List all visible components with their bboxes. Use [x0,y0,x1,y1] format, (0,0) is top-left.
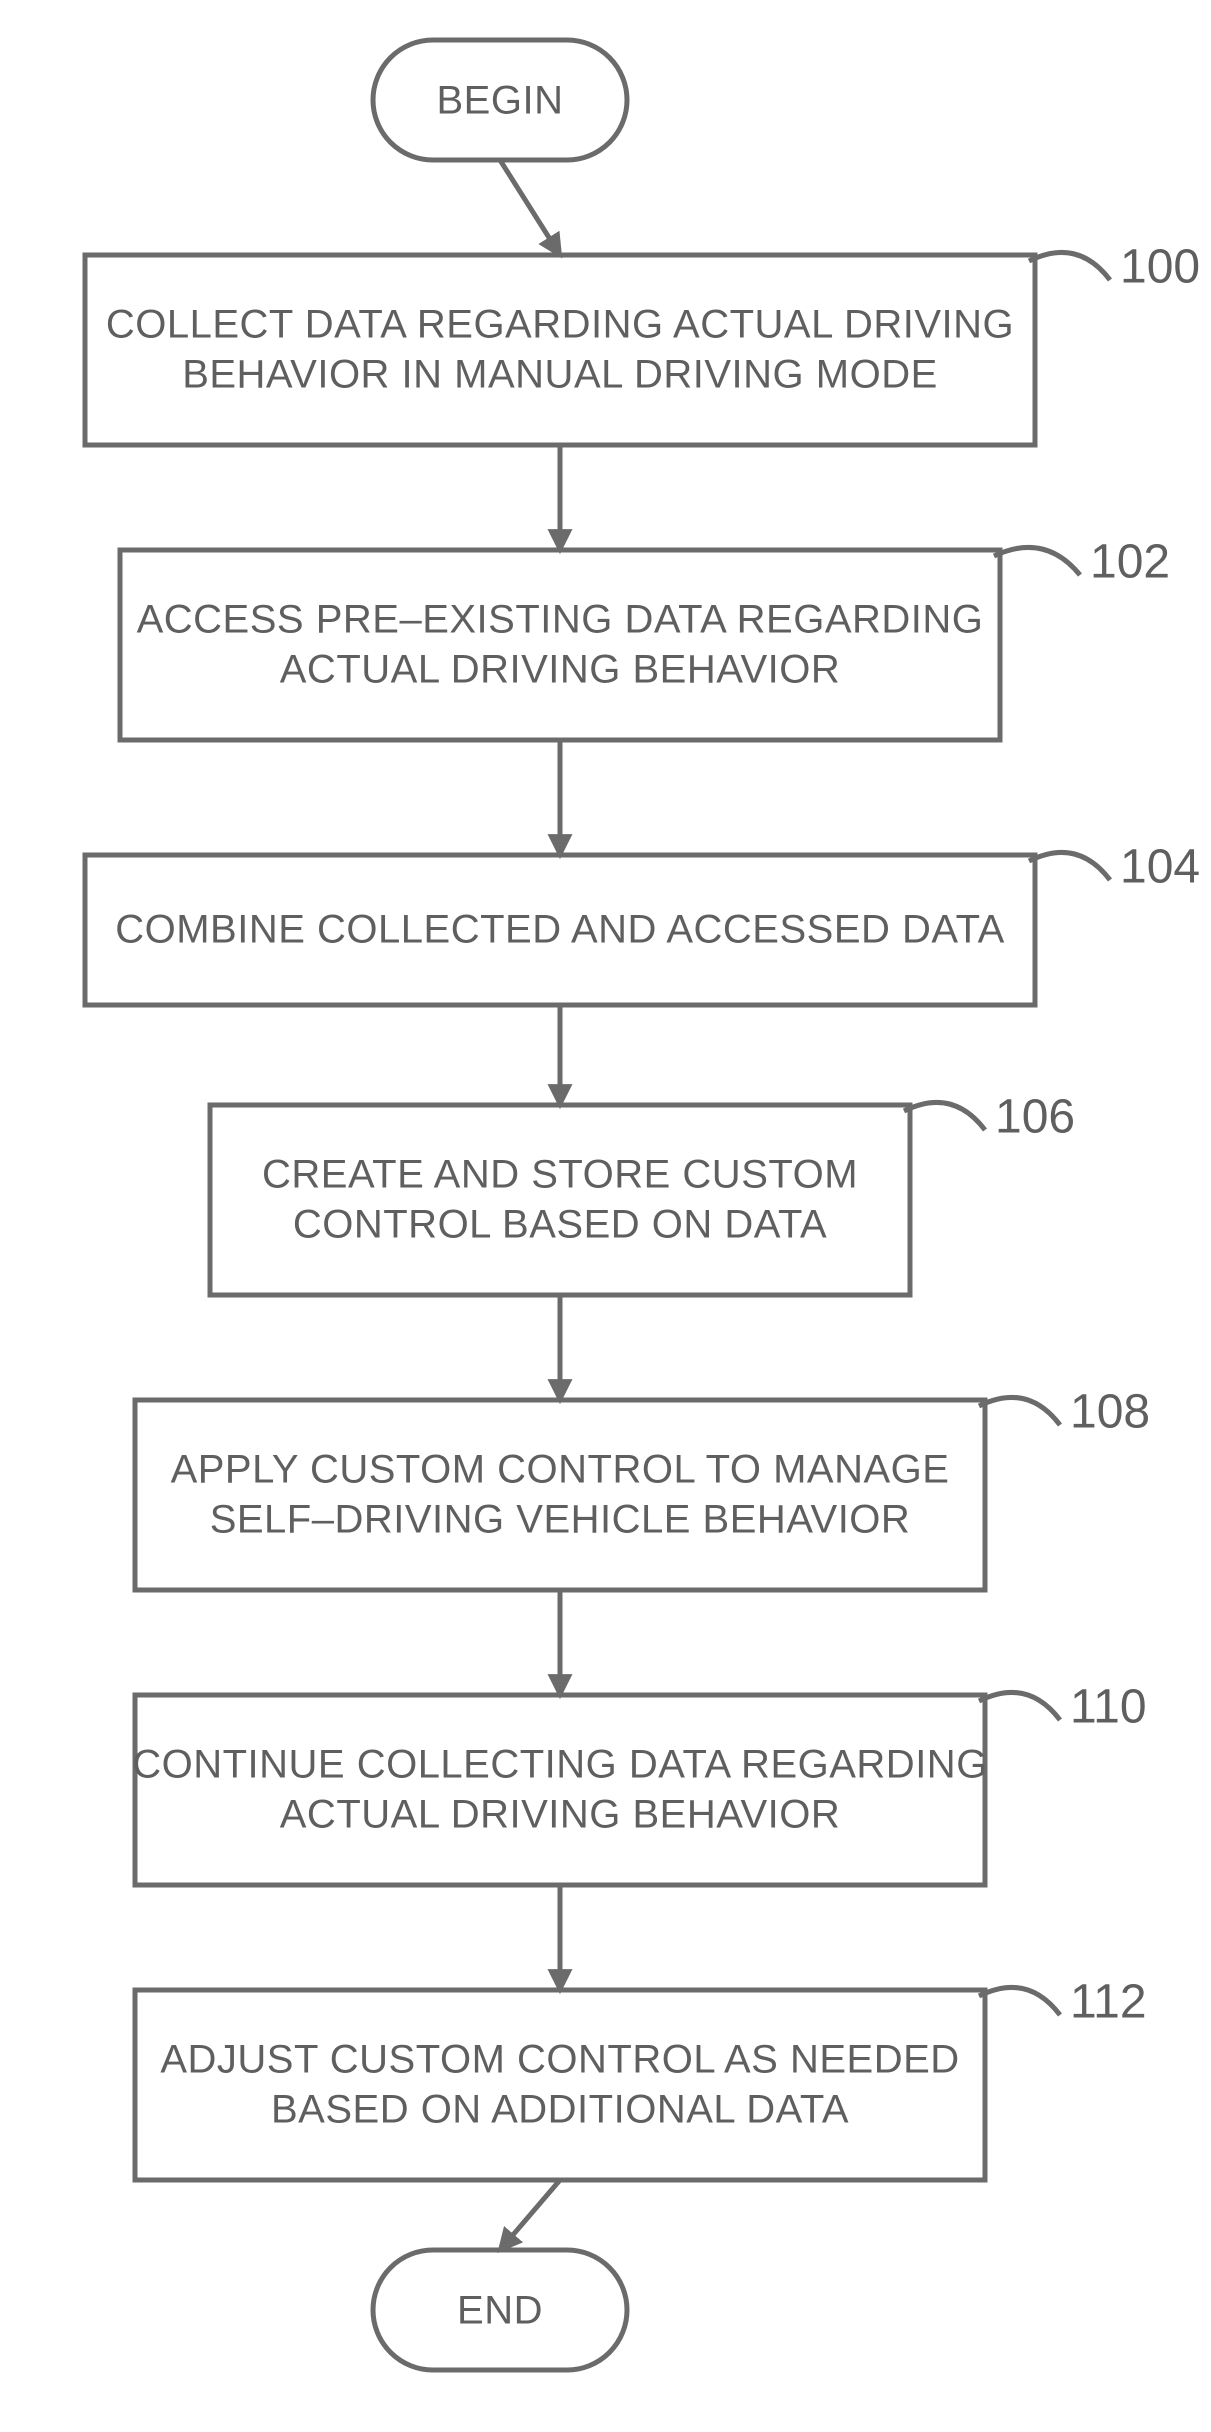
ref-label-102: 102 [1090,536,1170,589]
process-node-102-line0: ACCESS PRE–EXISTING DATA REGARDING [137,598,984,642]
ref-leader-106 [904,1102,985,1130]
process-node-100: COLLECT DATA REGARDING ACTUAL DRIVING BEH… [85,241,1200,445]
ref-leader-110 [979,1692,1060,1720]
process-node-112-line1: BASED ON ADDITIONAL DATA [271,2088,849,2132]
process-node-102: ACCESS PRE–EXISTING DATA REGARDING ACTUAL… [120,536,1170,740]
ref-label-108: 108 [1070,1386,1150,1439]
ref-label-110: 110 [1070,1681,1147,1734]
ref-leader-112 [979,1987,1060,2015]
process-node-106-line0: CREATE AND STORE CUSTOM [262,1153,858,1197]
process-node-110-line1: ACTUAL DRIVING BEHAVIOR [280,1793,840,1837]
edge-begin-100 [500,160,560,255]
ref-leader-108 [979,1397,1060,1425]
process-node-106-line1: CONTROL BASED ON DATA [293,1203,827,1247]
begin-terminator: BEGIN [373,40,627,160]
process-node-104: COMBINE COLLECTED AND ACCESSED DATA 104 [85,841,1200,1005]
ref-label-106: 106 [995,1091,1075,1144]
ref-leader-104 [1029,852,1110,880]
process-node-112-line0: ADJUST CUSTOM CONTROL AS NEEDED [160,2038,959,2082]
process-node-108-line1: SELF–DRIVING VEHICLE BEHAVIOR [210,1498,911,1542]
process-node-108: APPLY CUSTOM CONTROL TO MANAGE SELF–DRIVI… [135,1386,1150,1590]
end-label: END [457,2289,543,2333]
ref-label-100: 100 [1120,241,1200,294]
process-node-106: CREATE AND STORE CUSTOM CONTROL BASED ON … [210,1091,1075,1295]
process-node-104-line0: COMBINE COLLECTED AND ACCESSED DATA [115,908,1005,952]
process-node-108-line0: APPLY CUSTOM CONTROL TO MANAGE [171,1448,950,1492]
process-node-112: ADJUST CUSTOM CONTROL AS NEEDED BASED ON … [135,1976,1147,2180]
flowchart-canvas: BEGIN END COLLECT DATA REGARDING ACTUAL DR… [0,0,1211,2432]
process-node-110: CONTINUE COLLECTING DATA REGARDING ACTUAL… [132,1681,1146,1885]
process-node-100-line0: COLLECT DATA REGARDING ACTUAL DRIVING [106,303,1014,347]
edge-112-end [500,2180,560,2250]
process-node-110-line0: CONTINUE COLLECTING DATA REGARDING [132,1743,988,1787]
end-terminator: END [373,2250,627,2370]
ref-label-104: 104 [1120,841,1200,894]
ref-label-112: 112 [1070,1976,1147,2029]
ref-leader-100 [1029,252,1110,280]
ref-leader-102 [994,547,1080,575]
process-node-100-line1: BEHAVIOR IN MANUAL DRIVING MODE [182,353,938,397]
process-node-102-line1: ACTUAL DRIVING BEHAVIOR [280,648,840,692]
begin-label: BEGIN [437,79,564,123]
